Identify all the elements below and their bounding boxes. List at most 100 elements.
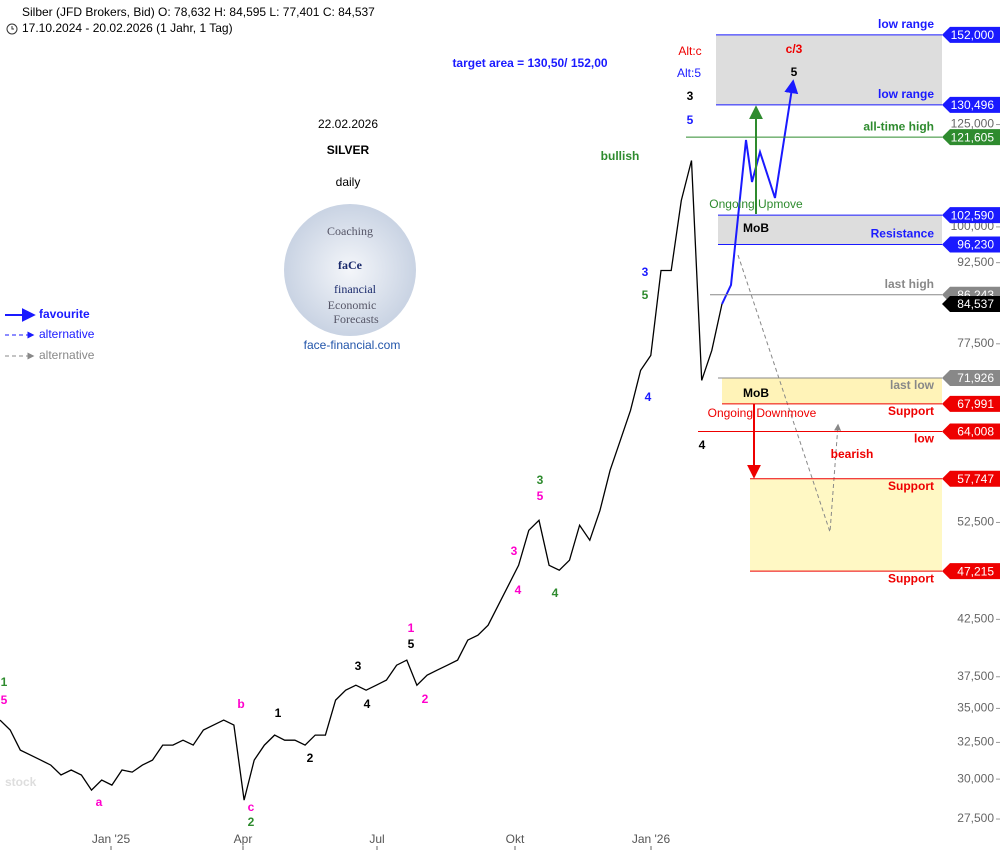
annotation: 5 (1, 693, 8, 707)
annotation: 1 (408, 621, 415, 635)
level-name: low range (878, 17, 934, 31)
level-tag (942, 470, 1000, 487)
favourite-path (721, 79, 799, 305)
annotation: daily (336, 175, 361, 189)
annotation: 2 (248, 815, 255, 829)
y-tick-label: 125,000 (951, 117, 995, 131)
level-tag-label: 152,000 (951, 28, 995, 42)
annotation: a (96, 795, 103, 809)
level-tag (942, 395, 1000, 412)
level-name: low (914, 432, 935, 446)
annotation: 5 (791, 65, 798, 79)
level-name: low range (878, 87, 934, 101)
level-tag-label: 67,991 (957, 397, 994, 411)
annotation: b (237, 697, 244, 711)
annotation: 1 (1, 675, 8, 689)
annotation: 5 (642, 288, 649, 302)
x-tick-label: Jan '25 (92, 832, 131, 846)
zone (718, 215, 942, 245)
y-tick-label: 42,500 (957, 612, 994, 626)
annotation: 5 (687, 113, 694, 127)
level-tag (942, 370, 1000, 387)
legend-label: alternative (39, 327, 95, 341)
annotation: Ongoing Upmove (709, 197, 803, 211)
y-tick-label: 32,500 (957, 735, 994, 749)
annotation: 4 (364, 697, 371, 711)
level-tag (942, 295, 1000, 312)
logo-main: faCe (338, 258, 363, 272)
level-tag-label: 102,590 (951, 208, 995, 222)
level-tag (942, 563, 1000, 580)
legend-label: favourite (39, 307, 90, 321)
annotation: 3 (355, 659, 362, 673)
annotation: 4 (645, 390, 652, 404)
x-tick-label: Jul (369, 832, 384, 846)
level-name: Resistance (871, 227, 935, 241)
x-tick-label: Apr (234, 832, 253, 846)
y-tick-label: 30,000 (957, 771, 994, 785)
level-name: all-time high (863, 119, 934, 133)
y-tick-label: 77,500 (957, 336, 994, 350)
level-name: Support (888, 571, 934, 585)
zone (716, 34, 942, 105)
level-tag-label: 121,605 (951, 130, 995, 144)
annotation: 3 (537, 473, 544, 487)
annotation: MoB (743, 221, 769, 235)
annotation: 4 (552, 586, 559, 600)
level-tag (942, 96, 1000, 113)
level-tag (942, 236, 1000, 253)
level-tag-label: 130,496 (951, 98, 995, 112)
watermark: stock (5, 775, 37, 789)
x-tick-label: Jan '26 (632, 832, 671, 846)
annotation: Alt:5 (677, 66, 701, 80)
symbol-line: Silber (JFD Brokers, Bid) O: 78,632 H: 8… (22, 5, 375, 19)
level-tag-label: 64,008 (957, 425, 994, 439)
annotation: c (248, 800, 255, 814)
logo-circle (284, 204, 416, 336)
zone (750, 478, 942, 572)
annotation: bullish (601, 149, 640, 163)
annotation: MoB (743, 386, 769, 400)
clock-hands (11, 26, 14, 30)
level-tag (942, 26, 1000, 43)
x-tick-label: Okt (506, 832, 525, 846)
logo-sub: financial (334, 282, 377, 296)
level-tag-label: 57,747 (957, 472, 994, 486)
range-line: 17.10.2024 - 20.02.2026 (1 Jahr, 1 Tag) (22, 21, 233, 35)
annotation: 5 (408, 637, 415, 651)
annotation: 3 (687, 89, 694, 103)
legend-label: alternative (39, 348, 95, 362)
annotation: 2 (422, 692, 429, 706)
level-name: last high (885, 277, 934, 291)
clock-icon (6, 23, 18, 35)
annotation: 3 (511, 544, 518, 558)
price-line (0, 160, 723, 801)
level-tag-label: 84,537 (957, 297, 994, 311)
annotation: Alt:c (678, 44, 701, 58)
level-name: last low (890, 378, 935, 392)
annotation: 5 (537, 489, 544, 503)
annotation: 4 (515, 583, 522, 597)
annotation: 2 (307, 751, 314, 765)
zones (716, 34, 942, 572)
level-tag-label: 47,215 (957, 564, 994, 578)
level-name: Support (888, 479, 934, 493)
annotation: 1 (275, 706, 282, 720)
logo-url: face-financial.com (304, 338, 401, 352)
plot (0, 160, 723, 801)
annotation: target area = 130,50/ 152,00 (452, 56, 607, 70)
level-tag (942, 207, 1000, 224)
zone (722, 378, 942, 404)
level-tag-label: 96,230 (957, 238, 994, 252)
level-tag (942, 423, 1000, 440)
y-tick-label: 35,000 (957, 701, 994, 715)
annotation: bearish (831, 447, 874, 461)
annotation: c/3 (786, 42, 803, 56)
annotation: 3 (642, 265, 649, 279)
level-tag-label: 71,926 (957, 371, 994, 385)
level-name: Support (888, 404, 934, 418)
level-tag (942, 129, 1000, 146)
logo-word: Coaching (327, 224, 373, 238)
y-tick-label: 92,500 (957, 255, 994, 269)
